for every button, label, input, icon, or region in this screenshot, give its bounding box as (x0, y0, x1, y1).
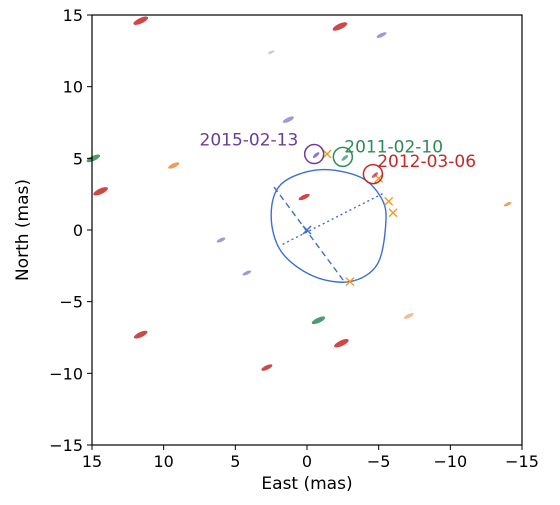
source-blob (403, 313, 414, 319)
epoch-circle (303, 143, 325, 165)
y-tick-label: −15 (49, 436, 83, 455)
source-blob (503, 202, 512, 207)
source-blob (376, 32, 387, 38)
orbit-point-marker (388, 208, 398, 218)
source-blob (261, 364, 273, 371)
y-tick-label: −10 (49, 364, 83, 383)
epoch-source (371, 172, 379, 178)
background-sources (86, 16, 512, 371)
y-tick-label: 10 (63, 78, 83, 97)
source-blob (332, 22, 348, 31)
x-tick-label: 0 (302, 452, 312, 471)
orbit-point-marker (322, 149, 332, 159)
source-blob (133, 330, 148, 339)
y-tick-label: 5 (73, 149, 83, 168)
orbit-point-marker (384, 196, 394, 206)
orbit-point-marker (345, 277, 355, 287)
source-blob (242, 270, 252, 276)
epoch-label: 2011-02-10 (344, 138, 443, 158)
source-blob (282, 116, 294, 123)
epoch-label: 2015-02-13 (200, 130, 299, 150)
y-tick-label: 15 (63, 6, 83, 25)
source-blob (133, 16, 149, 25)
x-tick-label: −5 (367, 452, 391, 471)
x-tick-label: 5 (230, 452, 240, 471)
source-blob (267, 50, 275, 55)
x-axis-label: East (mas) (261, 474, 352, 494)
x-tick-label: −15 (505, 452, 539, 471)
source-blob (216, 237, 226, 243)
epoch-label: 2012-03-06 (377, 152, 476, 172)
x-tick-label: 15 (82, 452, 102, 471)
source-blob (168, 162, 180, 169)
epoch-source (341, 155, 349, 161)
major-axis-line (273, 186, 345, 283)
orbit-ellipse (270, 168, 387, 283)
x-tick-label: −10 (433, 452, 467, 471)
y-tick-label: −5 (59, 293, 83, 312)
source-blob (334, 339, 349, 348)
center-marker (302, 225, 312, 235)
source-blob (86, 154, 101, 163)
y-axis-label: North (mas) (13, 179, 33, 281)
source-blob (298, 193, 310, 201)
y-tick-label: 0 (73, 221, 83, 240)
source-blob (311, 316, 326, 325)
epoch-source (312, 152, 320, 158)
epoch-circle (362, 163, 384, 185)
source-blob (93, 187, 108, 196)
minor-axis-line (282, 192, 385, 245)
epoch-circle (332, 146, 354, 168)
x-tick-label: 10 (153, 452, 173, 471)
